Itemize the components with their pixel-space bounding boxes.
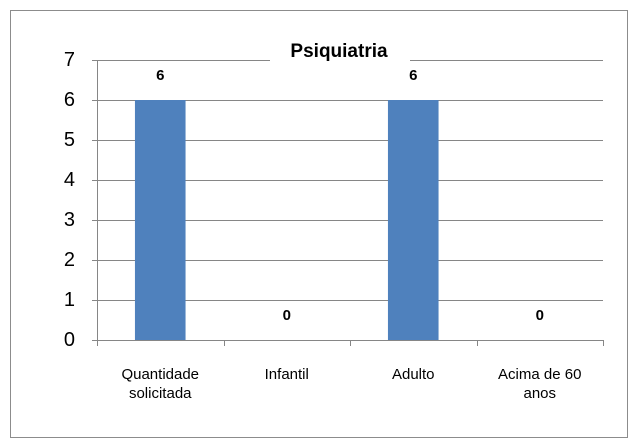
x-tick-label: Infantil (264, 366, 309, 383)
y-tick-label: 5 (64, 129, 75, 151)
y-tick-label: 3 (64, 209, 75, 231)
title-background (270, 38, 410, 66)
y-tick-label: 1 (64, 289, 75, 311)
x-tick-label: Quantidade solicitada (121, 366, 200, 402)
data-label: 6 (156, 67, 164, 84)
chart-border (10, 10, 628, 438)
data-label: 0 (283, 307, 291, 324)
y-tick-label: 4 (64, 169, 75, 191)
bar (387, 100, 439, 340)
y-tick-label: 0 (64, 329, 75, 351)
x-tick-label: Adulto (391, 366, 435, 383)
y-tick-label: 6 (64, 89, 75, 111)
data-label: 6 (409, 67, 417, 84)
y-tick-label: 2 (64, 249, 75, 271)
chart-title: Psiquiatria (290, 41, 388, 62)
y-tick-label: 7 (64, 49, 75, 71)
data-label: 0 (536, 307, 544, 324)
bar (134, 100, 186, 340)
x-tick-label: Acima de 60 anos (498, 366, 582, 402)
